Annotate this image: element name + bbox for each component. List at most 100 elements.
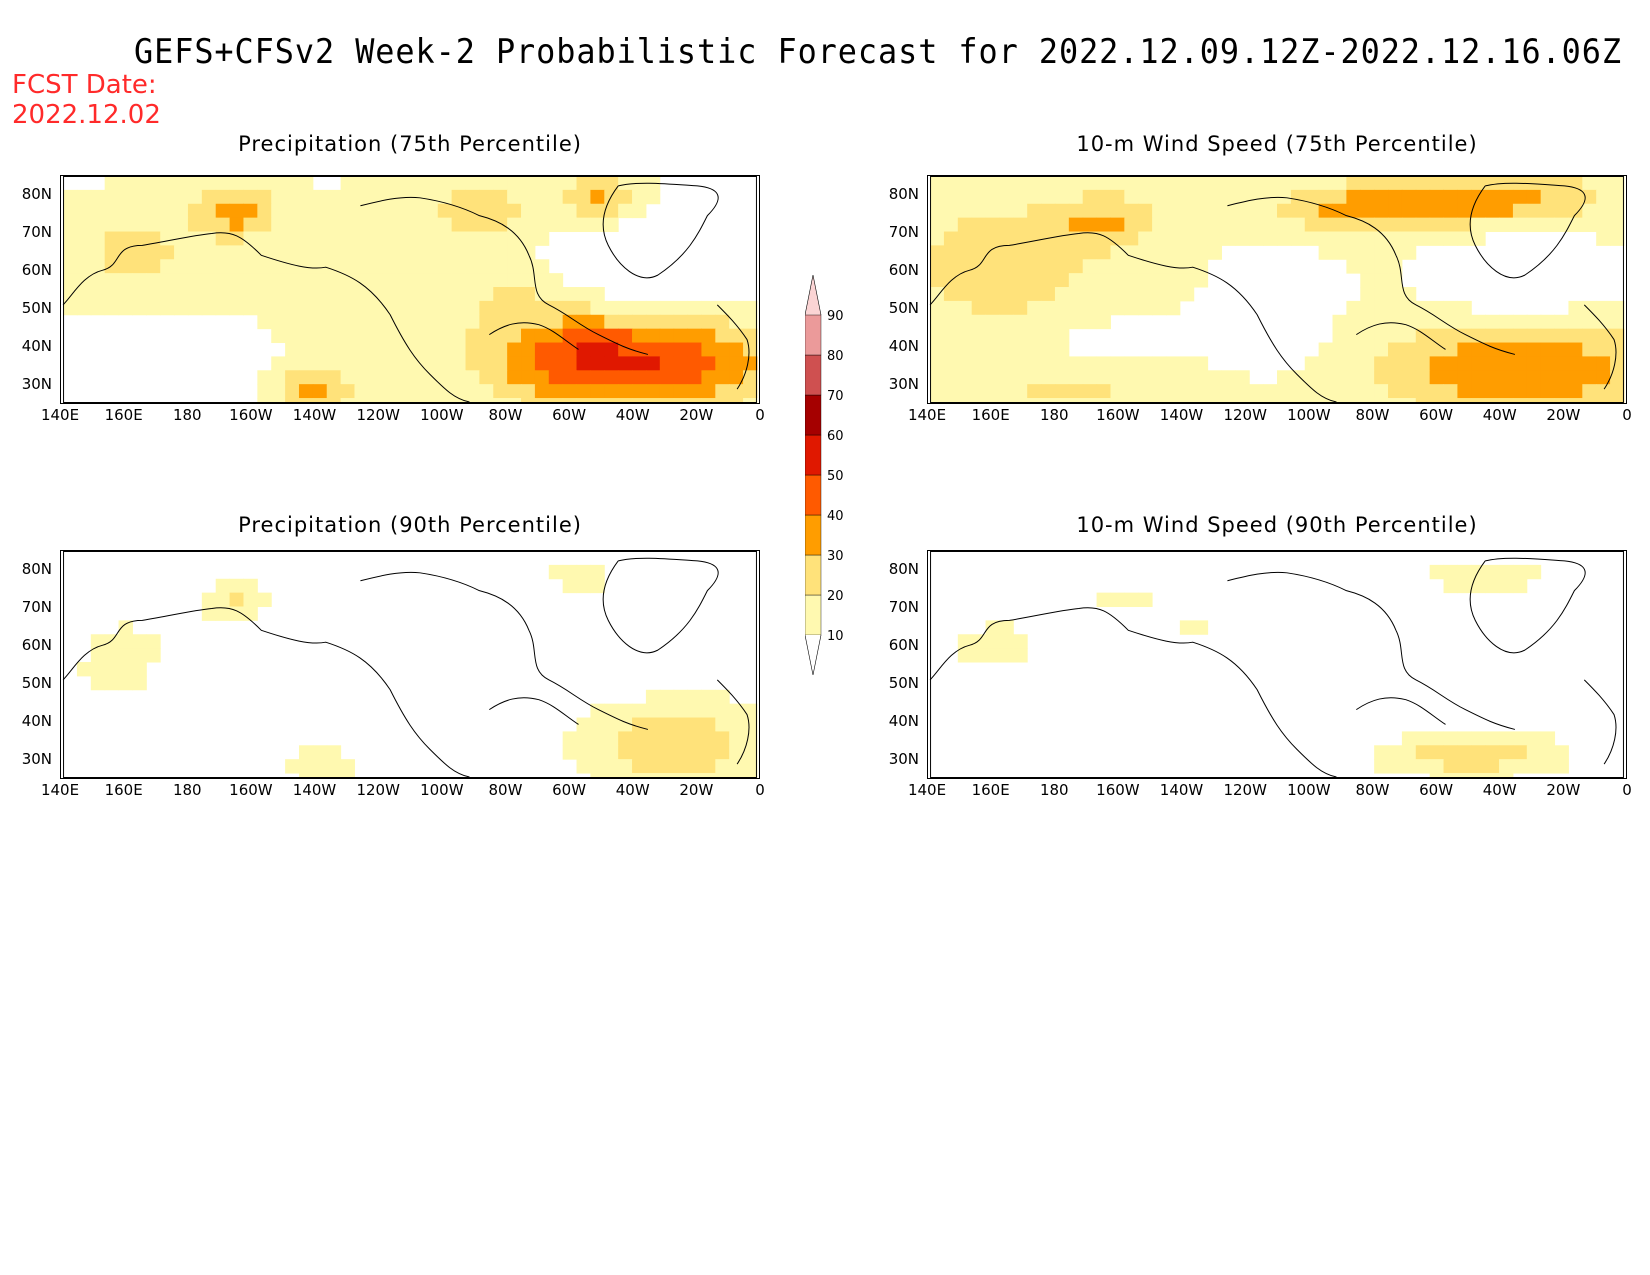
probability-cell (999, 203, 1014, 219)
lat-tick-label: 30N (21, 375, 52, 393)
probability-cell (132, 648, 147, 663)
probability-cell (957, 314, 973, 330)
coastline (360, 571, 649, 730)
probability-cell (1346, 314, 1361, 330)
probability-cell (971, 328, 987, 344)
probability-cell (257, 273, 272, 288)
probability-cell (257, 398, 272, 403)
probability-cell (534, 384, 550, 399)
probability-cell (1027, 370, 1042, 385)
probability-cell (1221, 231, 1236, 246)
probability-cell (1068, 273, 1084, 288)
probability-cell (1554, 356, 1569, 371)
probability-cell (1471, 759, 1486, 774)
probability-cell (659, 370, 675, 385)
probability-cell (410, 300, 425, 316)
probability-cell (1374, 245, 1389, 260)
probability-cell (971, 176, 987, 191)
probability-cell (1360, 384, 1375, 399)
probability-cell (1568, 370, 1583, 385)
probability-cell (701, 689, 716, 705)
probability-cell (1374, 314, 1389, 330)
lat-tick-label: 70N (888, 598, 919, 616)
probability-cell (715, 370, 730, 385)
probability-cell (1429, 759, 1445, 774)
probability-cell (985, 634, 1000, 649)
lon-tick-label: 100W (420, 406, 464, 424)
probability-cell (1027, 189, 1042, 205)
probability-cell (645, 773, 661, 778)
lat-tick-label: 50N (21, 299, 52, 317)
probability-cell (645, 370, 661, 385)
probability-cell (1332, 328, 1347, 344)
lon-tick-label: 160W (229, 406, 273, 424)
probability-cell (930, 189, 945, 205)
probability-cell (1471, 176, 1486, 191)
probability-cell (298, 398, 314, 403)
probability-cell (90, 300, 106, 316)
probability-cell (1027, 314, 1042, 330)
probability-cell (957, 217, 973, 233)
probability-cell (507, 203, 522, 219)
probability-cell (493, 328, 508, 344)
probability-cell (63, 245, 78, 260)
probability-cell (1027, 384, 1042, 399)
probability-cell (340, 273, 355, 288)
lon-tick-label: 20W (1546, 406, 1581, 424)
probability-cell (312, 370, 328, 385)
map-frame (63, 551, 757, 778)
probability-cell (999, 356, 1014, 371)
probability-cell (715, 342, 730, 357)
probability-cell (1041, 300, 1056, 316)
probability-cell (1179, 231, 1195, 246)
probability-cell (985, 356, 1000, 371)
probability-cell (1429, 314, 1445, 330)
probability-cell (1054, 189, 1070, 205)
probability-cell (1054, 231, 1070, 246)
probability-cell (243, 606, 258, 621)
probability-cell (423, 384, 439, 399)
probability-cell (1193, 259, 1209, 274)
probability-cell (340, 259, 355, 274)
probability-cell (1041, 287, 1056, 302)
probability-cell (160, 217, 175, 233)
probability-cell (562, 370, 578, 385)
probability-cell (382, 314, 397, 330)
probability-cell (63, 287, 78, 302)
probability-cell (423, 287, 439, 302)
probability-cell (1610, 231, 1625, 246)
probability-cell (1332, 245, 1347, 260)
probability-cell (160, 245, 175, 260)
probability-cell (312, 384, 328, 399)
probability-cell (354, 259, 369, 274)
probability-cell (548, 300, 564, 316)
probability-cell (1096, 592, 1111, 608)
probability-cell (1526, 314, 1542, 330)
probability-cell (507, 314, 522, 330)
probability-cell (1082, 273, 1098, 288)
probability-cell (1401, 314, 1417, 330)
probability-cell (1041, 370, 1056, 385)
probability-cell (104, 245, 120, 260)
lon-tick-label: 160W (1096, 781, 1140, 799)
probability-cell (146, 245, 161, 260)
probability-cell (729, 342, 744, 357)
probability-cell (1096, 273, 1111, 288)
probability-cell (1193, 245, 1209, 260)
probability-cell (132, 259, 147, 274)
probability-cell (1249, 189, 1264, 205)
probability-cell (743, 731, 758, 746)
probability-cell (368, 287, 383, 302)
probability-cell (326, 259, 342, 274)
probability-cell (534, 314, 550, 330)
probability-cell (1013, 648, 1028, 663)
probability-cell (715, 731, 730, 746)
probability-cell (104, 648, 120, 663)
probability-cell (160, 189, 175, 205)
lon-tick-label: 20W (1546, 781, 1581, 799)
probability-cell (1415, 356, 1431, 371)
probability-cell (590, 356, 605, 371)
probability-cell (201, 217, 217, 233)
probability-cell (243, 259, 258, 274)
probability-cell (507, 259, 522, 274)
